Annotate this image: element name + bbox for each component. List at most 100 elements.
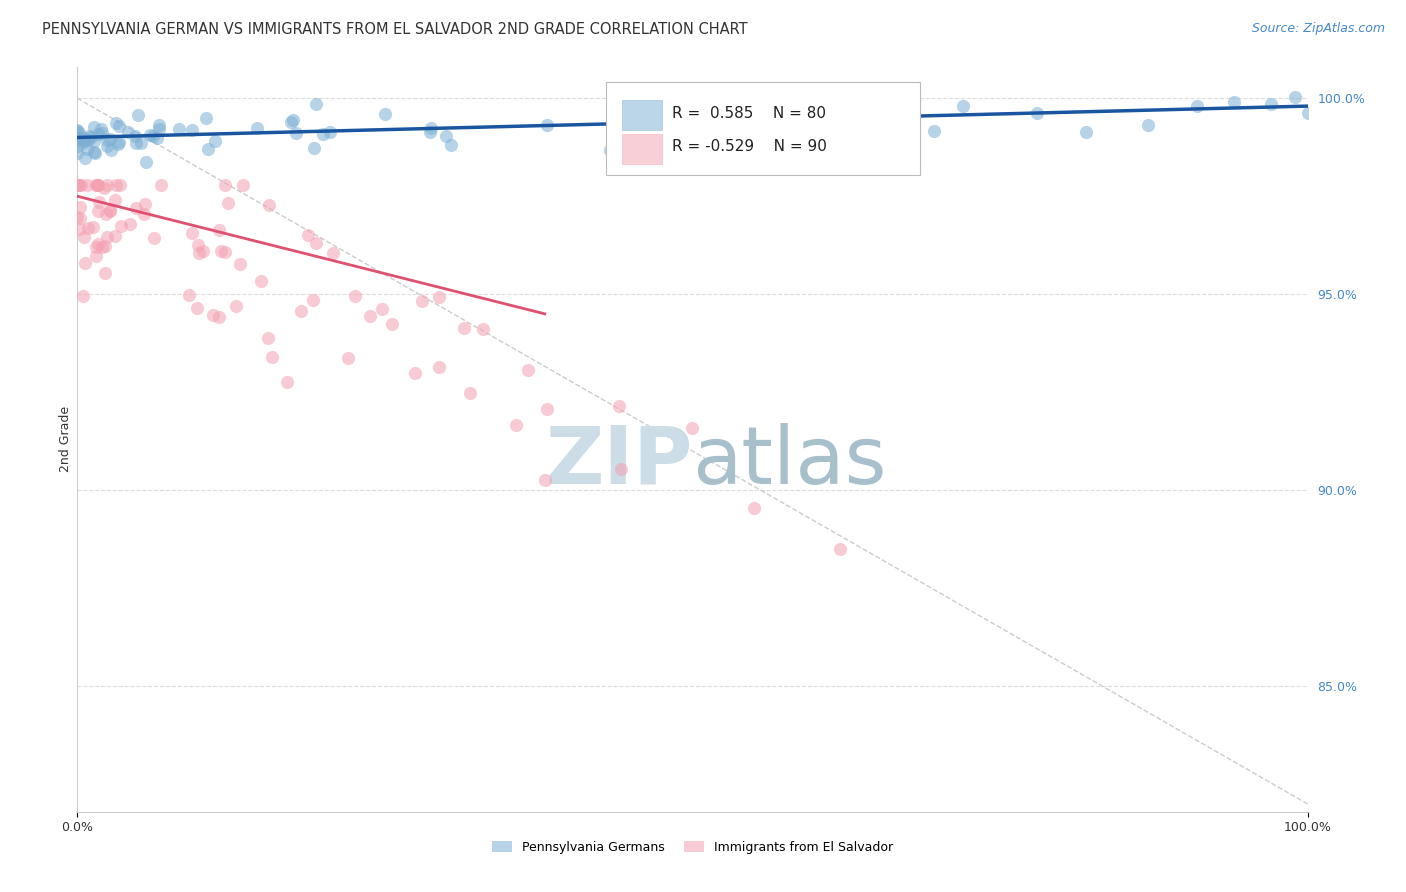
Point [73,229,96,244]
Point [82,219,104,234]
Text: R = -0.529    N = 90: R = -0.529 N = 90 [672,139,827,154]
Point [69,200,91,214]
Point [276,376,298,390]
Point [304,141,326,155]
Point [90,121,112,136]
Point [891,108,914,122]
Text: PENNSYLVANIA GERMAN VS IMMIGRANTS FROM EL SALVADOR 2ND GRADE CORRELATION CHART: PENNSYLVANIA GERMAN VS IMMIGRANTS FROM E… [42,22,748,37]
Point [436,129,458,144]
Point [72,132,94,146]
Point [87,203,110,218]
Point [631,116,654,130]
Point [100,143,122,157]
Point [86,178,108,192]
Point [187,237,209,252]
Point [505,417,527,432]
Point [1185,99,1208,113]
Point [1136,118,1159,132]
Point [319,125,342,139]
Point [607,399,630,413]
Point [83,120,105,134]
Text: ZIP: ZIP [546,423,693,500]
Point [1260,97,1282,112]
Point [69,222,91,236]
Point [197,142,219,156]
Point [458,385,481,400]
Point [87,178,110,192]
Point [150,178,173,192]
Point [148,121,170,136]
Point [83,145,105,159]
Point [246,121,269,136]
Point [108,178,131,192]
Point [142,230,165,244]
Point [1026,106,1049,120]
Y-axis label: 2nd Grade: 2nd Grade [59,406,72,473]
Point [110,219,132,233]
Text: atlas: atlas [693,423,887,500]
Point [118,217,141,231]
Point [374,107,396,121]
Point [742,501,765,516]
Point [322,246,344,260]
Point [536,118,558,132]
Point [280,114,302,128]
Point [208,223,231,237]
Point [86,127,108,141]
Point [66,210,89,224]
Point [83,146,105,161]
Point [66,146,89,161]
Point [73,135,96,149]
Point [66,124,89,138]
Point [404,366,426,380]
Point [70,178,93,192]
Point [599,143,621,157]
Point [1223,95,1246,109]
Point [780,126,803,140]
Point [67,178,90,192]
Point [713,116,735,130]
FancyBboxPatch shape [606,82,920,175]
Point [180,227,202,241]
Point [94,207,117,221]
Point [75,151,97,165]
Point [132,207,155,221]
Point [87,236,110,251]
Point [517,363,540,377]
Point [93,238,115,252]
Point [419,125,441,139]
Point [72,131,94,145]
Point [67,126,90,140]
Point [66,131,89,145]
Point [250,274,273,288]
Point [117,125,139,139]
Point [96,178,118,192]
Point [204,134,226,148]
Point [96,139,118,153]
Point [84,178,107,192]
Text: R =  0.585    N = 80: R = 0.585 N = 80 [672,105,825,120]
Point [472,322,495,336]
Point [66,135,89,149]
Point [142,129,165,144]
Point [536,401,558,416]
Point [257,331,280,345]
Point [87,194,110,209]
Point [67,178,90,192]
Point [84,249,107,263]
Point [281,113,304,128]
Point [83,134,105,148]
Point [427,289,450,303]
Point [105,178,128,192]
Point [229,257,252,271]
Point [359,309,381,323]
Point [217,196,239,211]
Point [214,178,236,192]
Text: Source: ZipAtlas.com: Source: ZipAtlas.com [1251,22,1385,36]
Point [93,181,115,195]
Point [86,239,108,253]
Point [76,142,98,156]
Point [100,132,122,146]
FancyBboxPatch shape [623,134,662,164]
Point [148,118,170,132]
